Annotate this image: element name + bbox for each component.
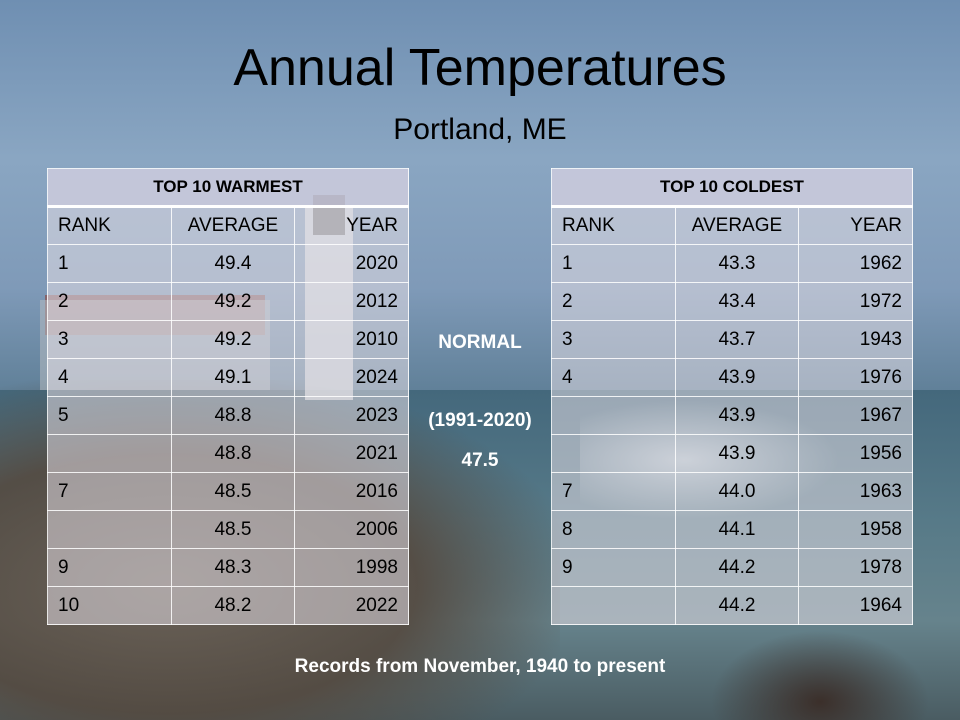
rank-cell: 2 [47,282,172,321]
average-cell: 48.2 [170,586,296,625]
rank-cell: 1 [551,244,676,283]
average-cell: 48.5 [170,472,296,511]
table-row: 4 49.1 2024 [47,358,409,397]
year-cell: 2016 [294,472,409,511]
rank-cell [47,510,172,549]
table-row: 9 44.2 1978 [551,548,913,587]
table-row: 48.8 2021 [47,434,409,473]
year-cell: 1958 [798,510,913,549]
table-row: 3 49.2 2010 [47,320,409,359]
column-header: YEAR [798,206,913,245]
table-row: 43.9 1956 [551,434,913,473]
rank-cell: 9 [47,548,172,587]
records-footnote: Records from November, 1940 to present [294,656,666,677]
table-row: 48.5 2006 [47,510,409,549]
table-header-row: RANK AVERAGE YEAR [551,206,913,245]
table-row: 8 44.1 1958 [551,510,913,549]
rank-cell: 8 [551,510,676,549]
normal-value: 47.5 [461,450,499,471]
average-cell: 44.2 [674,548,800,587]
year-cell: 2023 [294,396,409,435]
year-cell: 1964 [798,586,913,625]
average-cell: 43.9 [674,358,800,397]
rank-cell: 2 [551,282,676,321]
average-cell: 49.4 [170,244,296,283]
table-row: 2 49.2 2012 [47,282,409,321]
average-cell: 48.8 [170,396,296,435]
year-cell: 1956 [798,434,913,473]
normal-period: (1991-2020) [428,410,532,431]
year-cell: 2020 [294,244,409,283]
rank-cell: 3 [551,320,676,359]
table-row: 3 43.7 1943 [551,320,913,359]
coldest-heading: TOP 10 COLDEST [551,168,913,208]
column-header: RANK [551,206,676,245]
table-row: 4 43.9 1976 [551,358,913,397]
average-cell: 43.9 [674,434,800,473]
rank-cell: 4 [551,358,676,397]
table-row: 7 44.0 1963 [551,472,913,511]
average-cell: 43.9 [674,396,800,435]
rank-cell [551,586,676,625]
rank-cell: 3 [47,320,172,359]
table-row: 44.2 1964 [551,586,913,625]
average-cell: 43.4 [674,282,800,321]
foreground-rocks [710,630,930,720]
rank-cell: 7 [47,472,172,511]
rank-cell: 10 [47,586,172,625]
rank-cell [551,434,676,473]
rank-cell: 4 [47,358,172,397]
year-cell: 2010 [294,320,409,359]
table-row: 2 43.4 1972 [551,282,913,321]
average-cell: 48.8 [170,434,296,473]
rank-cell: 9 [551,548,676,587]
warmest-heading: TOP 10 WARMEST [47,168,409,208]
year-cell: 1976 [798,358,913,397]
average-cell: 48.5 [170,510,296,549]
column-header: AVERAGE [170,206,296,245]
year-cell: 1967 [798,396,913,435]
average-cell: 44.2 [674,586,800,625]
table-row: 1 43.3 1962 [551,244,913,283]
rank-cell: 7 [551,472,676,511]
rank-cell [47,434,172,473]
year-cell: 2012 [294,282,409,321]
table-row: 7 48.5 2016 [47,472,409,511]
year-cell: 1972 [798,282,913,321]
slide-subtitle: Portland, ME [393,113,567,146]
column-header: AVERAGE [674,206,800,245]
year-cell: 2022 [294,586,409,625]
rank-cell [551,396,676,435]
normal-label: NORMAL [438,332,522,353]
table-row: 43.9 1967 [551,396,913,435]
table-row: 10 48.2 2022 [47,586,409,625]
column-header: RANK [47,206,172,245]
warmest-table: TOP 10 WARMEST RANK AVERAGE YEAR 1 49.4 20… [47,168,409,625]
average-cell: 43.7 [674,320,800,359]
rank-cell: 1 [47,244,172,283]
average-cell: 44.1 [674,510,800,549]
average-cell: 49.1 [170,358,296,397]
rank-cell: 5 [47,396,172,435]
year-cell: 1978 [798,548,913,587]
table-row: 9 48.3 1998 [47,548,409,587]
year-cell: 1962 [798,244,913,283]
slide-title: Annual Temperatures [233,39,727,97]
coldest-table: TOP 10 COLDEST RANK AVERAGE YEAR 1 43.3 19… [551,168,913,625]
average-cell: 49.2 [170,282,296,321]
year-cell: 2024 [294,358,409,397]
year-cell: 1943 [798,320,913,359]
year-cell: 2021 [294,434,409,473]
column-header: YEAR [294,206,409,245]
year-cell: 2006 [294,510,409,549]
year-cell: 1963 [798,472,913,511]
average-cell: 49.2 [170,320,296,359]
average-cell: 44.0 [674,472,800,511]
table-row: 5 48.8 2023 [47,396,409,435]
year-cell: 1998 [294,548,409,587]
average-cell: 48.3 [170,548,296,587]
table-row: 1 49.4 2020 [47,244,409,283]
table-header-row: RANK AVERAGE YEAR [47,206,409,245]
average-cell: 43.3 [674,244,800,283]
